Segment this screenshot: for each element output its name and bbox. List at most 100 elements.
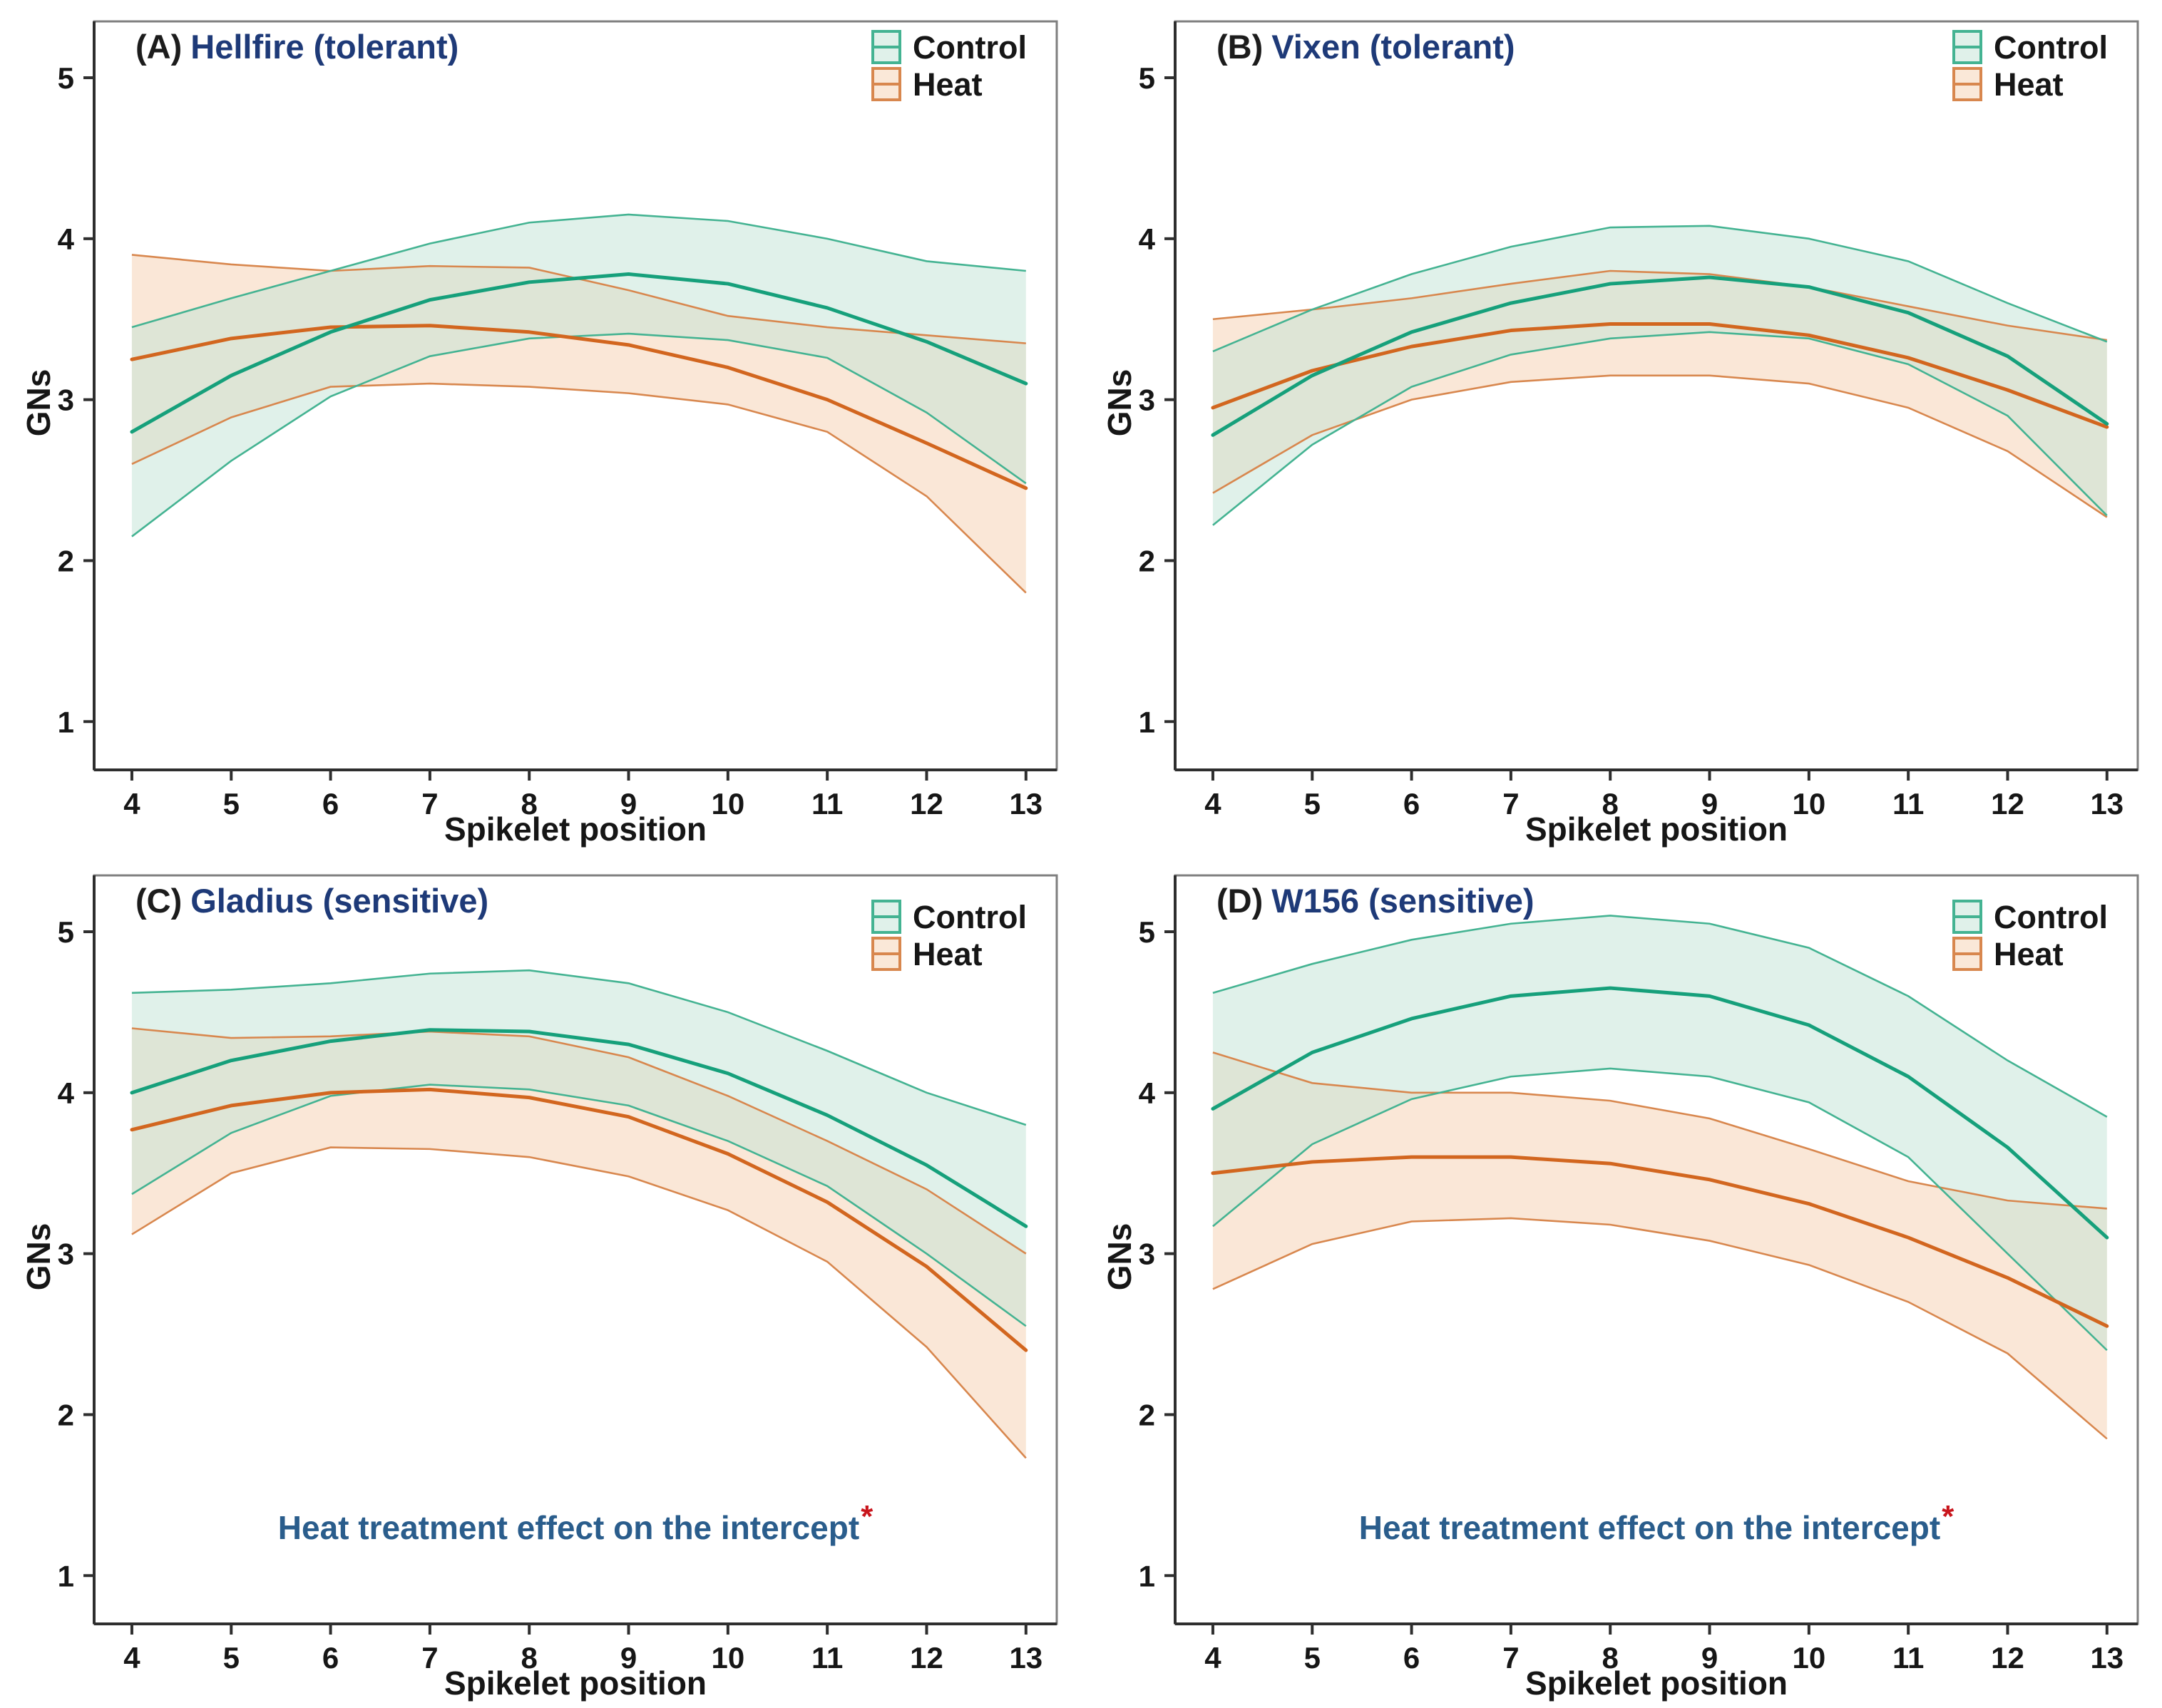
heat-mean-line xyxy=(130,324,1028,490)
y-tick-label: 5 xyxy=(58,61,74,95)
x-tick-label: 7 xyxy=(1502,787,1519,820)
legend-item-heat: Heat xyxy=(1952,67,2108,101)
annotation-text: Heat treatment effect on the intercept xyxy=(1358,1509,1941,1546)
legend-label-heat: Heat xyxy=(1994,935,2064,972)
x-tick-label: 13 xyxy=(1009,787,1042,820)
x-tick-label: 10 xyxy=(711,1641,744,1674)
x-axis-title: Spikelet position xyxy=(1525,811,1788,848)
x-tick-label: 8 xyxy=(521,787,538,820)
y-axis-title: GNs xyxy=(1101,1223,1138,1291)
heat-ribbon-swatch-icon xyxy=(871,67,902,101)
heat-mean-line xyxy=(1211,322,2109,429)
x-tick-label: 13 xyxy=(1009,1641,1042,1674)
panel-variety-name: Vixen (tolerant) xyxy=(1271,28,1515,66)
control-ribbon-upper-edge xyxy=(131,969,1027,1126)
control-ribbon-swatch-icon xyxy=(1952,30,1983,64)
heat-ribbon-swatch-icon xyxy=(871,937,902,971)
x-tick-label: 13 xyxy=(2090,787,2123,820)
x-axis-title: Spikelet position xyxy=(444,1665,707,1702)
legend-label-control: Control xyxy=(913,29,1027,66)
y-axis-title: GNs xyxy=(20,369,57,437)
x-tick-label: 5 xyxy=(223,787,240,820)
x-tick-label: 4 xyxy=(1204,1641,1221,1674)
legend-item-heat: Heat xyxy=(871,67,1027,101)
x-tick-label: 7 xyxy=(421,1641,438,1674)
y-tick-label: 2 xyxy=(1139,1398,1155,1431)
heat-mean-line xyxy=(1211,1155,2109,1328)
control-ribbon-upper-edge xyxy=(131,213,1026,329)
y-axis-title: GNs xyxy=(20,1223,57,1291)
y-tick-label: 4 xyxy=(58,222,75,256)
x-tick-label: 4 xyxy=(1204,787,1221,820)
x-tick-label: 10 xyxy=(1792,1641,1825,1674)
legend: Control Heat xyxy=(871,30,1027,101)
x-tick-label: 12 xyxy=(910,1641,943,1674)
y-tick-label: 2 xyxy=(1139,544,1155,577)
panel-variety-name: W156 (sensitive) xyxy=(1271,882,1535,920)
panel-variety-name: Hellfire (tolerant) xyxy=(190,28,459,66)
x-tick-label: 13 xyxy=(2090,1641,2123,1674)
heat-ribbon-upper-edge xyxy=(1212,1051,2107,1210)
x-axis-title: Spikelet position xyxy=(444,811,707,848)
panel-c-gladius: 1 2 3 4 5 4 5 6 7 8 9 10 11 12 13 (C) Gladius (sensitiv… xyxy=(0,854,1081,1708)
legend-label-heat: Heat xyxy=(913,935,983,972)
y-tick-label: 3 xyxy=(1139,1238,1155,1271)
panel-b-vixen: 1 2 3 4 5 4 5 6 7 8 9 10 11 12 13 (B) Vixen (tolerant) … xyxy=(1081,0,2162,854)
legend-item-control: Control xyxy=(871,30,1027,64)
x-tick-label: 12 xyxy=(1991,787,2024,820)
y-tick-label: 3 xyxy=(58,384,74,417)
x-tick-label: 8 xyxy=(1602,787,1619,820)
control-ribbon-lower-edge xyxy=(131,332,1027,537)
legend-item-control: Control xyxy=(1952,30,2108,64)
x-tick-label: 5 xyxy=(1304,787,1321,820)
heat-ribbon-lower-edge xyxy=(1212,1217,2108,1440)
panel-d-w156: 1 2 3 4 5 4 5 6 7 8 9 10 11 12 13 (D) W156 (sensitive) … xyxy=(1081,854,2162,1708)
x-tick-label: 11 xyxy=(811,1641,843,1674)
x-tick-label: 9 xyxy=(1701,1641,1718,1674)
x-tick-label: 11 xyxy=(1892,787,1924,820)
control-mean-line xyxy=(130,272,1028,434)
control-ribbon xyxy=(131,970,1026,1327)
x-tick-label: 4 xyxy=(123,1641,140,1674)
panel-title: (B) Vixen (tolerant) xyxy=(1216,27,1515,66)
heat-ribbon-swatch-icon xyxy=(1952,937,1983,971)
panel-variety-name: Gladius (sensitive) xyxy=(190,882,489,920)
y-tick-label: 4 xyxy=(1139,222,1156,256)
x-tick-label: 6 xyxy=(1403,1641,1420,1674)
x-tick-label: 5 xyxy=(223,1641,240,1674)
control-mean-line xyxy=(1211,986,2109,1240)
control-ribbon-lower-edge xyxy=(131,1084,1027,1327)
y-tick-label: 3 xyxy=(58,1238,74,1271)
legend-item-control: Control xyxy=(871,900,1027,934)
y-tick-label: 2 xyxy=(58,1398,74,1431)
heat-ribbon-lower-edge xyxy=(131,382,1027,594)
heat-ribbon-upper-edge xyxy=(1212,269,2107,341)
x-tick-label: 8 xyxy=(1602,1641,1619,1674)
legend: Control Heat xyxy=(871,900,1027,971)
legend-item-heat: Heat xyxy=(871,937,1027,971)
y-tick-label: 1 xyxy=(1139,705,1155,739)
control-ribbon-lower-edge xyxy=(1212,1067,2108,1352)
x-tick-label: 6 xyxy=(322,787,339,820)
control-ribbon xyxy=(1212,915,2107,1351)
x-tick-label: 5 xyxy=(1304,1641,1321,1674)
x-axis-title: Spikelet position xyxy=(1525,1665,1788,1702)
control-ribbon xyxy=(131,214,1026,537)
x-tick-label: 9 xyxy=(1701,787,1718,820)
y-tick-label: 5 xyxy=(1139,915,1155,949)
panel-a-hellfire: 1 2 3 4 5 4 5 6 7 8 9 10 11 12 13 (A) Hellfire (toleran… xyxy=(0,0,1081,854)
x-tick-label: 10 xyxy=(1792,787,1825,820)
annotation-heat-effect: Heat treatment effect on the intercept* xyxy=(1175,1499,2138,1547)
heat-mean-line xyxy=(130,1087,1028,1352)
x-tick-label: 6 xyxy=(1403,787,1420,820)
annotation-heat-effect: Heat treatment effect on the intercept* xyxy=(94,1499,1057,1547)
y-tick-label: 1 xyxy=(58,1559,74,1593)
panel-title: (C) Gladius (sensitive) xyxy=(135,881,488,920)
control-ribbon-swatch-icon xyxy=(871,900,902,934)
x-tick-label: 11 xyxy=(811,787,843,820)
